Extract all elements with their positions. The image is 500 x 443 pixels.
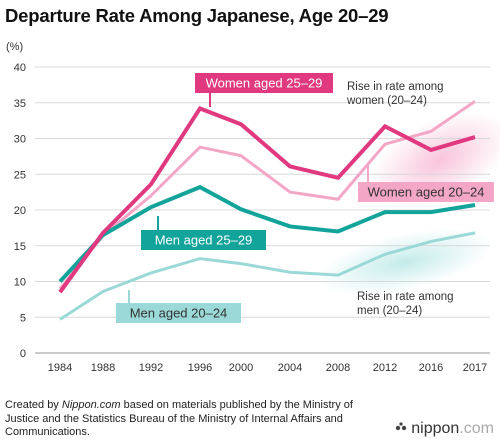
legend-box-women-25-29 <box>195 73 333 93</box>
x-tick-label: 2004 <box>278 362 302 374</box>
legend-box-men-20-24 <box>116 303 241 323</box>
source-prefix: Created by <box>5 399 62 411</box>
x-tick-label: 2012 <box>373 362 397 374</box>
x-tick-label: 2017 <box>463 362 487 374</box>
x-tick-label: 1984 <box>48 362 72 374</box>
annotation-men-rise: Rise in rate among men (20–24) <box>357 291 454 317</box>
legend-label-men-25-29: Men aged 25–29 <box>155 233 253 248</box>
series-line-men-25-29 <box>58 184 476 283</box>
source-note: Created by Nippon.com based on materials… <box>5 399 385 440</box>
x-tick-label: 2016 <box>419 362 443 374</box>
legend-label-men-20-24: Men aged 20–24 <box>130 306 228 321</box>
source-name: Nippon.com <box>61 399 121 411</box>
legend-label-women-20-24: Women aged 20–24 <box>368 185 485 200</box>
x-tick-label: 2000 <box>229 362 253 374</box>
brand-suffix: .com <box>459 420 494 437</box>
legend-label-women-25-29: Women aged 25–29 <box>206 76 323 91</box>
y-axis-unit: (%) <box>6 41 23 53</box>
x-tick-label: 1996 <box>188 362 212 374</box>
brand-name: nippon <box>411 420 460 437</box>
women-20-24-rise-highlight <box>369 111 500 209</box>
legend-box-women-20-24 <box>358 182 494 202</box>
y-tick-label: 35 <box>14 98 26 110</box>
y-tick-label: 20 <box>14 205 26 217</box>
y-tick-label: 5 <box>20 312 26 324</box>
y-tick-label: 0 <box>20 348 26 360</box>
y-tick-label: 15 <box>14 241 26 253</box>
x-tick-label: 1992 <box>139 362 163 374</box>
x-tick-label: 1988 <box>91 362 115 374</box>
x-tick-label: 2008 <box>326 362 350 374</box>
y-tick-label: 25 <box>14 169 26 181</box>
series-line-men-20-24 <box>59 231 476 321</box>
legend-box-men-25-29 <box>141 230 266 250</box>
series-line-women-25-29 <box>58 106 476 294</box>
page-title: Departure Rate Among Japanese, Age 20–29 <box>5 5 389 26</box>
nippon-logo-icon <box>396 422 407 431</box>
annotation-women-rise: Rise in rate among women (20–24) <box>346 81 444 107</box>
y-tick-label: 30 <box>14 134 26 146</box>
source-rest: based on materials published by the Mini… <box>5 399 353 438</box>
y-tick-label: 10 <box>14 277 26 289</box>
y-tick-label: 40 <box>14 62 26 74</box>
brand-logo: nippon.com <box>394 420 494 438</box>
